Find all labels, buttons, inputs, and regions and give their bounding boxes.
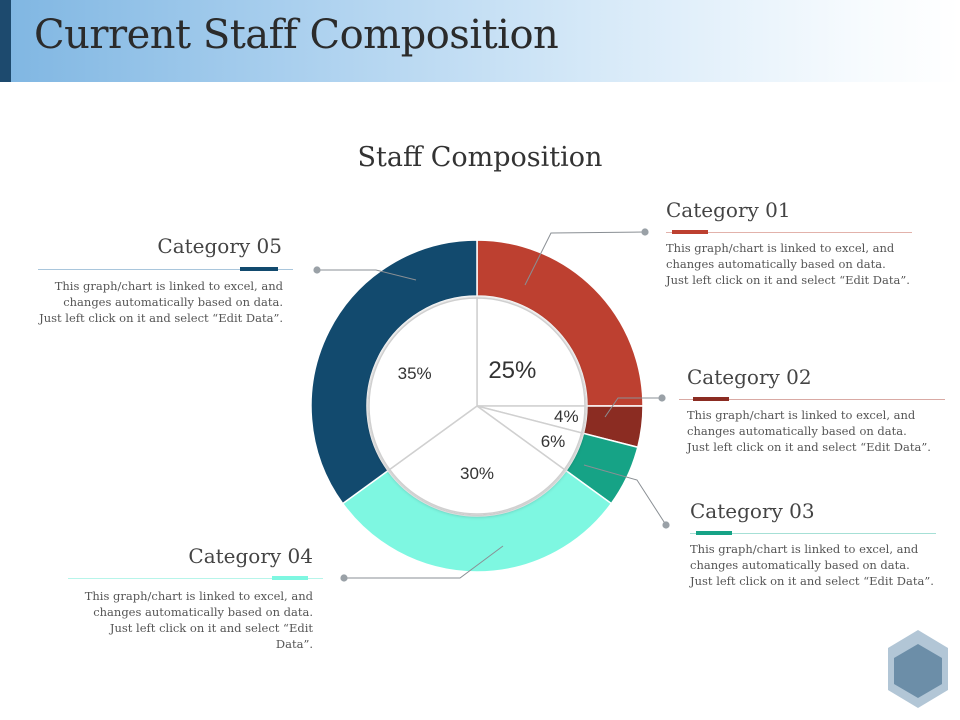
category-05-description: This graph/chart is linked to excel, and… — [39, 279, 283, 325]
pie-wedge-category-05[interactable] — [368, 297, 478, 471]
category-01-callout: Category 01 This graph/chart is linked t… — [666, 198, 916, 287]
category-04-callout: Category 04 This graph/chart is linked t… — [68, 544, 323, 651]
category-03-leader-line — [583, 464, 667, 526]
value-label-category-02: 4% — [553, 407, 579, 427]
inner-pie — [368, 297, 586, 515]
value-label-category-01: 25% — [488, 356, 537, 384]
category-04-title: Category 04 — [188, 544, 313, 568]
category-05-title: Category 05 — [157, 234, 282, 258]
value-label-category-04: 30% — [459, 464, 495, 483]
category-04-leader-dot — [340, 574, 348, 582]
category-01-leader-dot — [641, 228, 649, 236]
header-accent-bar — [0, 0, 11, 82]
category-03-title: Category 03 — [690, 499, 815, 523]
category-05-leader-dot — [313, 266, 321, 274]
category-02-leader-line — [604, 397, 662, 418]
category-02-callout: Category 02 This graph/chart is linked t… — [679, 365, 949, 454]
value-label-category-05: 35% — [397, 364, 432, 384]
ring-segment-category-01[interactable] — [476, 239, 644, 407]
category-05-callout: Category 05 This graph/chart is linked t… — [38, 234, 293, 325]
category-02-accent — [693, 397, 729, 401]
category-04-description: This graph/chart is linked to excel, and… — [84, 589, 313, 651]
category-03-accent — [696, 531, 732, 535]
category-03-callout: Category 03 This graph/chart is linked t… — [690, 499, 940, 588]
category-04-underline — [68, 578, 323, 579]
category-04-accent — [272, 576, 308, 580]
category-01-accent — [672, 230, 708, 234]
category-01-title: Category 01 — [666, 198, 791, 222]
category-01-underline — [666, 232, 912, 233]
hexagon-icon — [888, 630, 948, 708]
category-02-title: Category 02 — [687, 365, 812, 389]
hexagon-inner — [894, 644, 942, 698]
category-01-description: This graph/chart is linked to excel, and… — [666, 241, 910, 287]
category-03-leader-dot — [662, 521, 670, 529]
header-banner: Current Staff Composition — [0, 0, 960, 82]
category-04-leader-line — [344, 545, 504, 579]
category-03-underline — [690, 533, 936, 534]
page-title: Current Staff Composition — [34, 12, 559, 58]
category-01-leader-line — [524, 231, 646, 286]
category-02-description: This graph/chart is linked to excel, and… — [687, 408, 931, 454]
category-05-underline — [38, 269, 293, 270]
pie-wedge-category-04[interactable] — [388, 405, 566, 515]
category-05-accent — [240, 267, 278, 271]
category-03-description: This graph/chart is linked to excel, and… — [690, 542, 934, 588]
ring-segment-category-05[interactable] — [310, 239, 478, 505]
value-label-category-03: 6% — [540, 431, 566, 451]
category-02-underline — [679, 399, 945, 400]
ring-segment-category-04[interactable] — [341, 469, 613, 573]
category-02-leader-dot — [658, 394, 666, 402]
pie-wedge-category-01[interactable] — [476, 297, 586, 407]
category-05-leader-line — [317, 269, 417, 281]
chart-title: Staff Composition — [357, 142, 603, 173]
